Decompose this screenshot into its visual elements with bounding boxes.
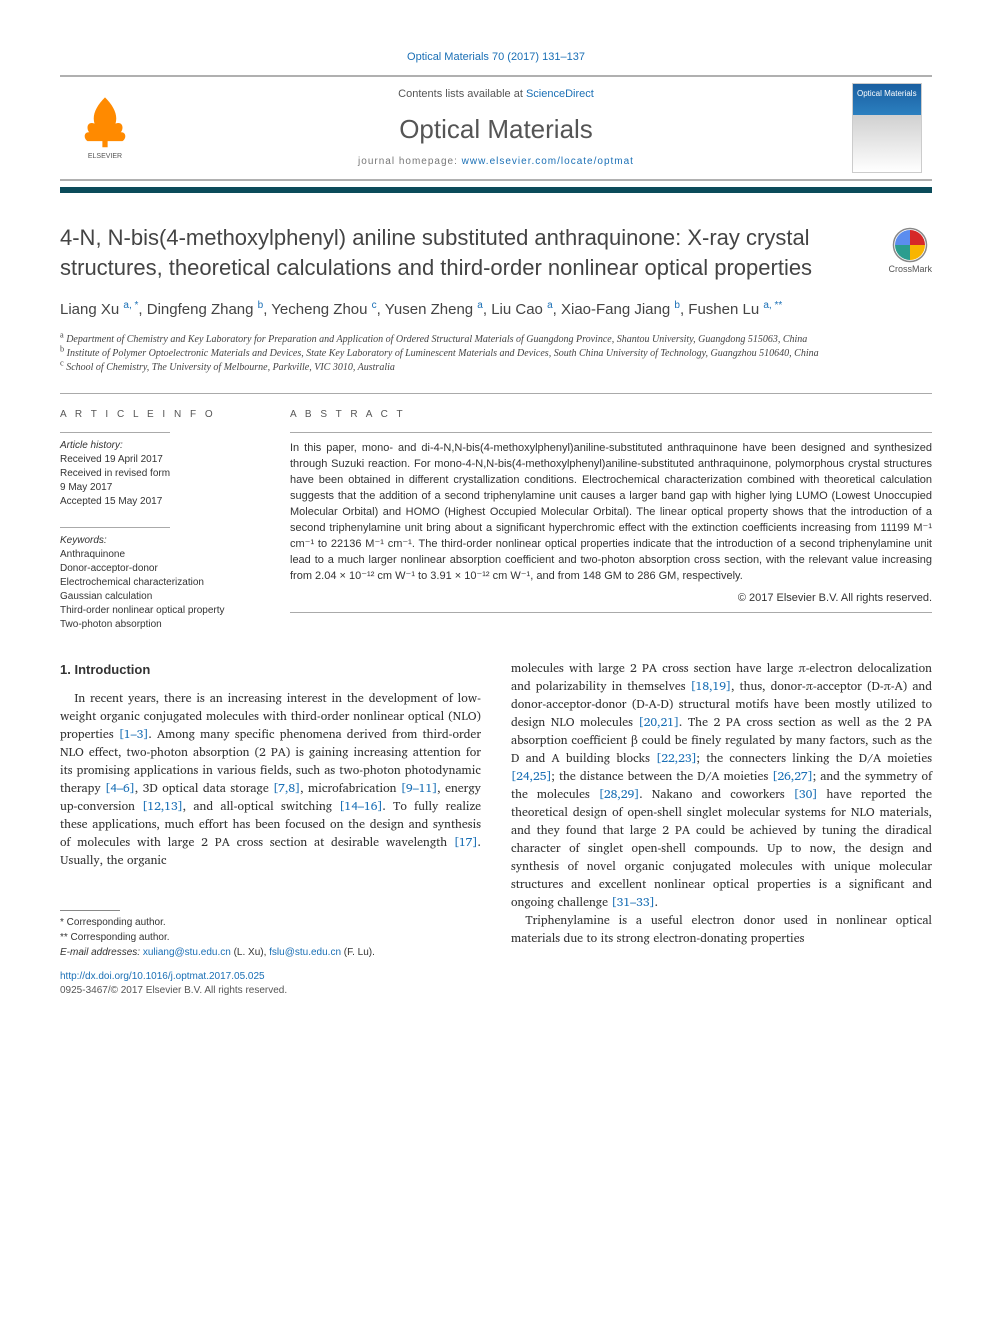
abstract-copyright: © 2017 Elsevier B.V. All rights reserved…: [290, 591, 932, 606]
journal-homepage-line: journal homepage: www.elsevier.com/locat…: [150, 155, 842, 169]
abstract-text: In this paper, mono- and di-4-N,N-bis(4-…: [290, 441, 932, 584]
keyword-item: Gaussian calculation: [60, 590, 260, 604]
revised-label: Received in revised form: [60, 467, 260, 481]
intro-paragraph-2: molecules with large 2 PA cross section …: [511, 660, 932, 912]
citation-line: Optical Materials 70 (2017) 131–137: [60, 50, 932, 65]
email-link-2[interactable]: fslu@stu.edu.cn: [269, 947, 341, 958]
intro-paragraph-3: Triphenylamine is a useful electron dono…: [511, 912, 932, 948]
corr-rule: [60, 910, 120, 911]
journal-cover-thumbnail: Optical Materials: [852, 83, 922, 173]
affiliations: a Department of Chemistry and Key Labora…: [60, 333, 932, 375]
email-label: E-mail addresses:: [60, 947, 140, 958]
keyword-item: Electrochemical characterization: [60, 576, 260, 590]
email-who-1: (L. Xu),: [234, 947, 267, 958]
article-info-heading: A R T I C L E I N F O: [60, 408, 260, 422]
body-column-left: 1. Introduction In recent years, there i…: [60, 660, 481, 960]
affiliation-a: a Department of Chemistry and Key Labora…: [60, 333, 932, 347]
author-list: Liang Xu a, *, Dingfeng Zhang b, Yecheng…: [60, 299, 932, 322]
history-label: Article history:: [60, 439, 260, 453]
abstract-block: A B S T R A C T In this paper, mono- and…: [290, 408, 932, 632]
contents-lists-line: Contents lists available at ScienceDirec…: [150, 87, 842, 102]
journal-homepage-link[interactable]: www.elsevier.com/locate/optmat: [462, 156, 634, 167]
revised-date: 9 May 2017: [60, 481, 260, 495]
crossmark-label: CrossMark: [888, 263, 932, 276]
corresponding-author-block: * Corresponding author. ** Corresponding…: [60, 910, 481, 960]
issn-line: 0925-3467/© 2017 Elsevier B.V. All right…: [60, 984, 932, 998]
intro-heading: 1. Introduction: [60, 660, 481, 680]
email-who-2: (F. Lu).: [344, 947, 375, 958]
received-date: Received 19 April 2017: [60, 453, 260, 467]
doi-link[interactable]: http://dx.doi.org/10.1016/j.optmat.2017.…: [60, 971, 265, 982]
publisher-logo-box: ELSEVIER: [60, 77, 150, 179]
crossmark-icon: [892, 227, 928, 263]
elsevier-tree-icon: ELSEVIER: [75, 93, 135, 163]
abstract-top-divider: [290, 432, 932, 433]
accent-bar: [60, 187, 932, 193]
article-info-block: A R T I C L E I N F O Article history: R…: [60, 408, 260, 632]
corr-emails: E-mail addresses: xuliang@stu.edu.cn (L.…: [60, 945, 481, 960]
sciencedirect-link[interactable]: ScienceDirect: [526, 88, 594, 100]
affiliation-b: b Institute of Polymer Optoelectronic Ma…: [60, 347, 932, 361]
keywords-label: Keywords:: [60, 534, 260, 548]
keyword-item: Two-photon absorption: [60, 618, 260, 632]
email-link-1[interactable]: xuliang@stu.edu.cn: [143, 947, 231, 958]
section-divider: [60, 393, 932, 394]
keyword-item: Third-order nonlinear optical property: [60, 604, 260, 618]
article-title: 4-N, N-bis(4-methoxylphenyl) aniline sub…: [60, 223, 868, 282]
abstract-heading: A B S T R A C T: [290, 408, 932, 422]
svg-text:ELSEVIER: ELSEVIER: [88, 153, 122, 160]
journal-cover-box: Optical Materials: [842, 77, 932, 179]
journal-title: Optical Materials: [150, 111, 842, 147]
journal-header: ELSEVIER Contents lists available at Sci…: [60, 75, 932, 181]
short-divider: [60, 432, 170, 433]
keyword-item: Donor-acceptor-donor: [60, 562, 260, 576]
crossmark-badge[interactable]: CrossMark: [888, 227, 932, 276]
cover-label: Optical Materials: [857, 88, 917, 99]
accepted-date: Accepted 15 May 2017: [60, 495, 260, 509]
contents-prefix: Contents lists available at: [398, 88, 526, 100]
corr-author-1: * Corresponding author.: [60, 915, 481, 930]
corr-author-2: ** Corresponding author.: [60, 930, 481, 945]
abstract-bottom-divider: [290, 612, 932, 613]
affiliation-c: c School of Chemistry, The University of…: [60, 361, 932, 375]
short-divider: [60, 527, 170, 528]
hp-prefix: journal homepage:: [358, 156, 462, 167]
intro-paragraph-1: In recent years, there is an increasing …: [60, 690, 481, 870]
body-column-right: molecules with large 2 PA cross section …: [511, 660, 932, 960]
keywords-list: AnthraquinoneDonor-acceptor-donorElectro…: [60, 548, 260, 632]
keyword-item: Anthraquinone: [60, 548, 260, 562]
footer-block: http://dx.doi.org/10.1016/j.optmat.2017.…: [60, 970, 932, 998]
